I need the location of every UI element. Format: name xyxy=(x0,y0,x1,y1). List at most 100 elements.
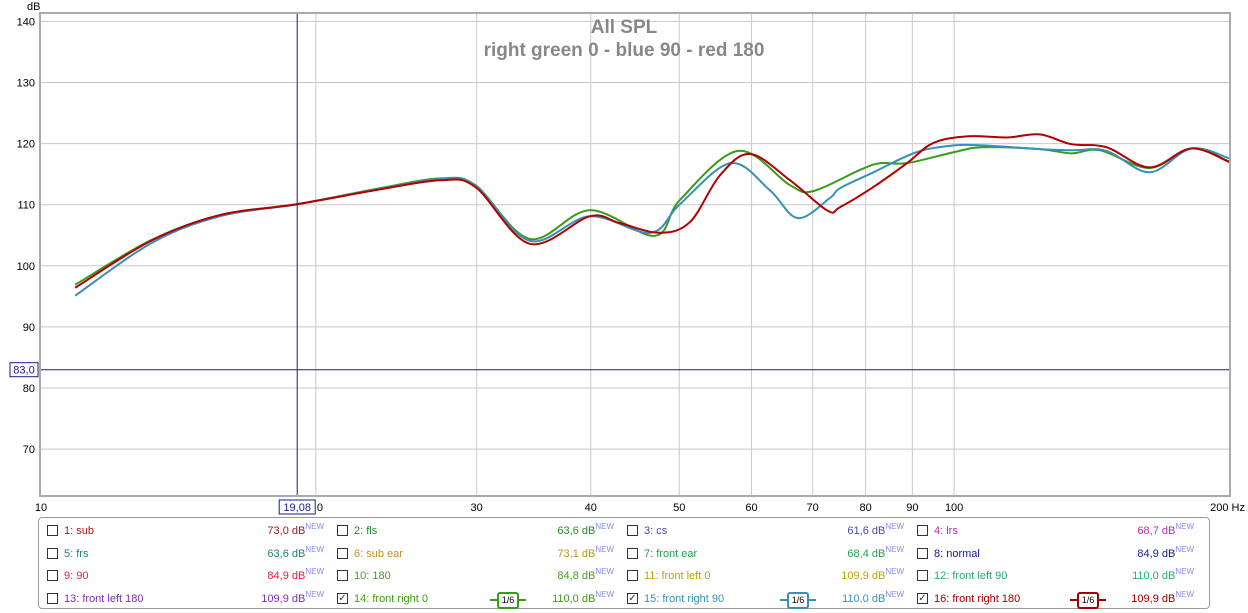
legend-item[interactable]: ✓ 14: front right 0 1/6 110,0 dBNEW xyxy=(329,590,614,609)
series-group xyxy=(74,133,1230,297)
new-badge: NEW xyxy=(1175,522,1194,531)
legend-value: 84,9 dBNEW xyxy=(1137,545,1194,563)
legend-item[interactable]: 10: 180 84,8 dBNEW xyxy=(329,567,614,585)
legend-label: 4: lrs xyxy=(934,525,958,537)
new-badge: NEW xyxy=(885,544,904,554)
legend-checkbox[interactable]: ✓ xyxy=(337,592,348,604)
y-tick-label: 80 xyxy=(23,383,35,395)
legend-spl-value: 61,6 dB xyxy=(847,525,886,537)
x-tick-label: 90 xyxy=(906,502,918,514)
legend-item[interactable]: 2: fls 63,6 dBNEW xyxy=(329,522,614,540)
cursor-x-readout-box xyxy=(278,499,316,515)
legend-checkbox[interactable] xyxy=(917,547,928,559)
legend-spl-value: 63,6 dB xyxy=(267,547,306,560)
x-tick-label: 100 xyxy=(945,502,963,514)
legend-spl-value: 68,4 dB xyxy=(847,547,886,560)
legend-value: 110,0 dBNEW xyxy=(842,590,904,608)
new-badge: NEW xyxy=(1175,544,1194,554)
new-badge: NEW xyxy=(885,589,904,599)
legend-item[interactable]: 7: front ear 68,4 dBNEW xyxy=(619,545,904,563)
legend-label: 1: sub xyxy=(64,525,94,537)
y-axis: 70 80 90 100 110 120 130 140 xyxy=(17,16,35,456)
legend-value: 73,0 dBNEW xyxy=(267,522,324,540)
legend-label: 10: 180 xyxy=(354,570,391,582)
legend-value: 109,9 dBNEW xyxy=(841,567,904,585)
smoothing-badge[interactable]: 1/6 xyxy=(1070,591,1106,609)
new-badge: NEW xyxy=(305,544,324,554)
y-axis-label: dB xyxy=(27,1,40,13)
cursor-y-readout-box xyxy=(9,362,39,378)
legend-spl-value: 110,0 dB xyxy=(1132,570,1176,582)
y-tick-label: 130 xyxy=(17,77,35,89)
x-tick-label: 80 xyxy=(860,502,872,514)
legend-value: 68,7 dBNEW xyxy=(1137,522,1194,540)
new-badge: NEW xyxy=(595,522,614,531)
legend-item[interactable]: 5: frs 63,6 dBNEW xyxy=(39,545,324,563)
legend-label: 5: frs xyxy=(64,547,89,560)
x-tick-label: 70 xyxy=(807,502,819,514)
x-axis: 10 0 30 40 50 60 70 80 90 100 200 Hz xyxy=(35,502,1245,514)
plot-area xyxy=(39,12,1231,497)
smoothing-badge[interactable]: 1/6 xyxy=(780,591,816,609)
smoothing-badge[interactable]: 1/6 xyxy=(490,591,526,609)
legend-item[interactable]: ✓ 16: front right 180 1/6 109,9 dBNEW xyxy=(909,590,1194,609)
legend-checkbox[interactable] xyxy=(917,570,928,581)
legend-value: 84,8 dBNEW xyxy=(557,567,614,585)
legend-spl-value: 63,6 dB xyxy=(557,525,596,537)
legend-label: 16: front right 180 xyxy=(934,592,1021,605)
legend-value: 63,6 dBNEW xyxy=(267,545,324,563)
legend-checkbox[interactable] xyxy=(47,525,58,536)
legend-checkbox[interactable] xyxy=(917,525,928,536)
legend-spl-value: 110,0 dB xyxy=(842,592,886,605)
legend-checkbox[interactable]: ✓ xyxy=(627,592,638,604)
legend-spl-value: 73,0 dB xyxy=(267,525,306,537)
legend-value: 73,1 dBNEW xyxy=(557,545,614,563)
legend-item[interactable]: 11: front left 0 109,9 dBNEW xyxy=(619,567,904,585)
new-badge: NEW xyxy=(885,567,904,576)
legend-item[interactable]: 12: front left 90 110,0 dBNEW xyxy=(909,567,1194,585)
cursor[interactable]: 19,08 83,0 xyxy=(9,14,1229,515)
legend-checkbox[interactable] xyxy=(627,570,638,581)
legend-value: 109,9 dBNEW xyxy=(261,590,324,608)
cursor-y-readout: 83,0 xyxy=(13,365,34,377)
legend-item[interactable]: 13: front left 180 109,9 dBNEW xyxy=(39,590,324,608)
legend: 1: sub 73,0 dBNEW 2: fls 63,6 dBNEW 3: c… xyxy=(38,517,1210,609)
legend-spl-value: 110,0 dB xyxy=(552,592,596,605)
legend-item[interactable]: 9: 90 84,9 dBNEW xyxy=(39,567,324,585)
new-badge: NEW xyxy=(305,567,324,576)
new-badge: NEW xyxy=(595,567,614,576)
legend-checkbox[interactable] xyxy=(337,547,348,559)
legend-checkbox[interactable] xyxy=(337,525,348,536)
y-tick-label: 120 xyxy=(17,139,35,151)
x-tick-label: 30 xyxy=(471,502,483,514)
legend-value: 110,0 dBNEW xyxy=(552,590,614,608)
legend-label: 6: sub ear xyxy=(354,547,403,560)
series-line-3 xyxy=(74,133,1230,289)
legend-value: 63,6 dBNEW xyxy=(557,522,614,540)
legend-checkbox[interactable] xyxy=(627,525,638,536)
grid xyxy=(41,14,1229,495)
legend-item[interactable]: ✓ 15: front right 90 1/6 110,0 dBNEW xyxy=(619,590,904,609)
legend-checkbox[interactable] xyxy=(47,547,58,559)
chart-title: All SPL xyxy=(591,17,658,38)
legend-item[interactable]: 6: sub ear 73,1 dBNEW xyxy=(329,545,614,563)
legend-item[interactable]: 3: cs 61,6 dBNEW xyxy=(619,522,904,540)
y-tick-label: 140 xyxy=(17,16,35,28)
legend-label: 3: cs xyxy=(644,525,668,537)
legend-checkbox[interactable] xyxy=(337,570,348,581)
new-badge: NEW xyxy=(1175,567,1194,576)
legend-checkbox[interactable] xyxy=(47,592,58,604)
legend-checkbox[interactable] xyxy=(627,547,638,559)
legend-value: 68,4 dBNEW xyxy=(847,545,904,563)
y-tick-label: 90 xyxy=(23,322,35,334)
legend-item[interactable]: 1: sub 73,0 dBNEW xyxy=(39,522,324,540)
legend-checkbox[interactable] xyxy=(47,570,58,581)
legend-label: 13: front left 180 xyxy=(64,592,144,605)
legend-checkbox[interactable]: ✓ xyxy=(917,592,928,604)
legend-item[interactable]: 4: lrs 68,7 dBNEW xyxy=(909,522,1194,540)
legend-spl-value: 84,9 dB xyxy=(267,570,306,582)
legend-label: 11: front left 0 xyxy=(644,570,711,582)
legend-item[interactable]: 8: normal 84,9 dBNEW xyxy=(909,545,1194,563)
legend-value: 110,0 dBNEW xyxy=(1132,567,1194,585)
